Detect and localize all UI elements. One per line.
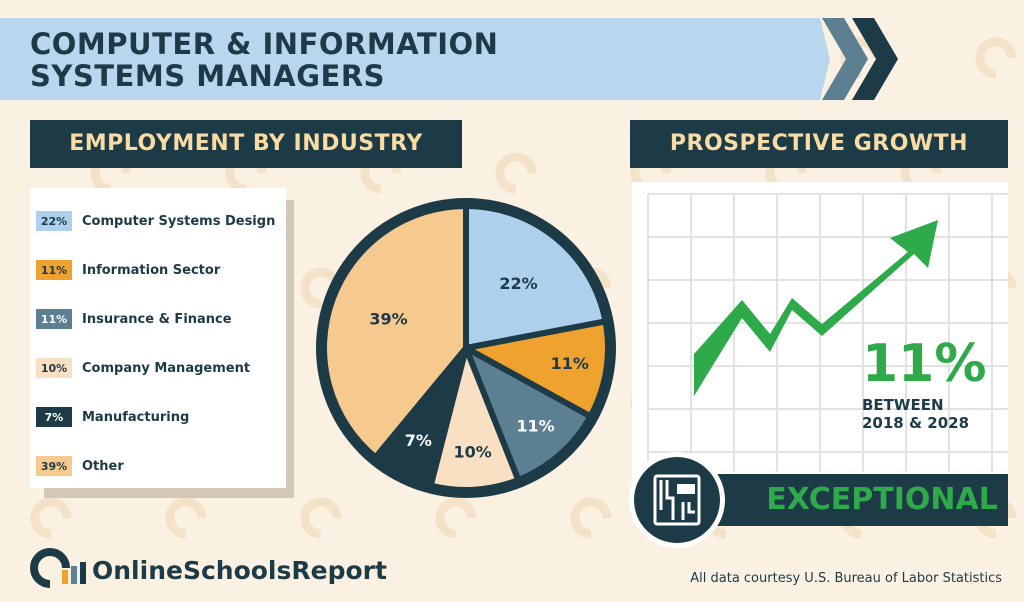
watermark-mark bbox=[165, 497, 207, 539]
pie-slice bbox=[463, 203, 609, 351]
growth-percent: 11% bbox=[862, 334, 987, 394]
legend-item: 7% Manufacturing bbox=[36, 406, 189, 428]
watermark-mark bbox=[435, 497, 477, 539]
watermark-mark bbox=[975, 37, 1017, 79]
pie-legend: 22% Computer Systems Design 11% Information… bbox=[30, 188, 286, 488]
watermark-mark bbox=[570, 497, 612, 539]
legend-label: Other bbox=[82, 458, 124, 474]
title-line-2: SYSTEMS MANAGERS bbox=[30, 59, 386, 93]
growth-period: BETWEEN 2018 & 2028 bbox=[862, 396, 982, 432]
legend-label: Insurance & Finance bbox=[82, 311, 232, 327]
growth-rating: EXCEPTIONAL bbox=[716, 474, 1008, 526]
employment-pie-chart: 22% 11% 11% 10% 7% 39% bbox=[316, 198, 616, 498]
chevron-right-icon bbox=[822, 18, 868, 100]
legend-swatch: 11% bbox=[36, 309, 72, 329]
pie-slice bbox=[321, 203, 469, 461]
legend-swatch: 10% bbox=[36, 358, 72, 378]
circuit-board-icon bbox=[629, 452, 725, 548]
growth-arrow-icon bbox=[694, 220, 938, 396]
source-note: All data courtesy U.S. Bureau of Labor S… bbox=[690, 571, 1002, 586]
growth-heading: PROSPECTIVE GROWTH bbox=[630, 120, 1008, 168]
growth-period-line-2: 2018 & 2028 bbox=[862, 414, 970, 432]
pie-slice bbox=[463, 345, 594, 484]
legend-item: 10% Company Management bbox=[36, 357, 250, 379]
watermark-mark bbox=[300, 497, 342, 539]
title-banner bbox=[0, 18, 830, 100]
logo-icon bbox=[30, 548, 86, 588]
legend-swatch: 11% bbox=[36, 260, 72, 280]
legend-label: Manufacturing bbox=[82, 409, 190, 425]
pie-slice-label: 39% bbox=[369, 310, 407, 329]
legend-label: Computer Systems Design bbox=[82, 213, 276, 229]
employment-heading: EMPLOYMENT BY INDUSTRY bbox=[30, 120, 462, 168]
pie-slice bbox=[463, 318, 611, 420]
growth-period-line-1: BETWEEN bbox=[862, 396, 944, 414]
legend-label: Information Sector bbox=[82, 262, 221, 278]
legend-item: 22% Computer Systems Design bbox=[36, 210, 275, 232]
page-title: COMPUTER & INFORMATION SYSTEMS MANAGERS bbox=[30, 28, 498, 92]
legend-label: Company Management bbox=[82, 360, 251, 376]
pie-slice-label: 11% bbox=[551, 354, 589, 373]
pie-slice-label: 11% bbox=[516, 416, 554, 435]
legend-item: 11% Information Sector bbox=[36, 259, 220, 281]
legend-swatch: 22% bbox=[36, 211, 72, 231]
brand-name: OnlineSchoolsReport bbox=[92, 556, 387, 585]
title-line-1: COMPUTER & INFORMATION bbox=[30, 27, 499, 61]
legend-swatch: 39% bbox=[36, 456, 72, 476]
pie-slice-label: 7% bbox=[405, 431, 432, 450]
legend-item: 39% Other bbox=[36, 455, 124, 477]
pie-slice-label: 10% bbox=[453, 442, 491, 461]
chevron-right-icon bbox=[852, 18, 898, 100]
watermark-mark bbox=[495, 152, 537, 194]
watermark-mark bbox=[30, 497, 72, 539]
legend-swatch: 7% bbox=[36, 407, 72, 427]
legend-item: 11% Insurance & Finance bbox=[36, 308, 232, 330]
growth-graph bbox=[647, 193, 1008, 472]
pie-slice-label: 22% bbox=[499, 274, 537, 293]
